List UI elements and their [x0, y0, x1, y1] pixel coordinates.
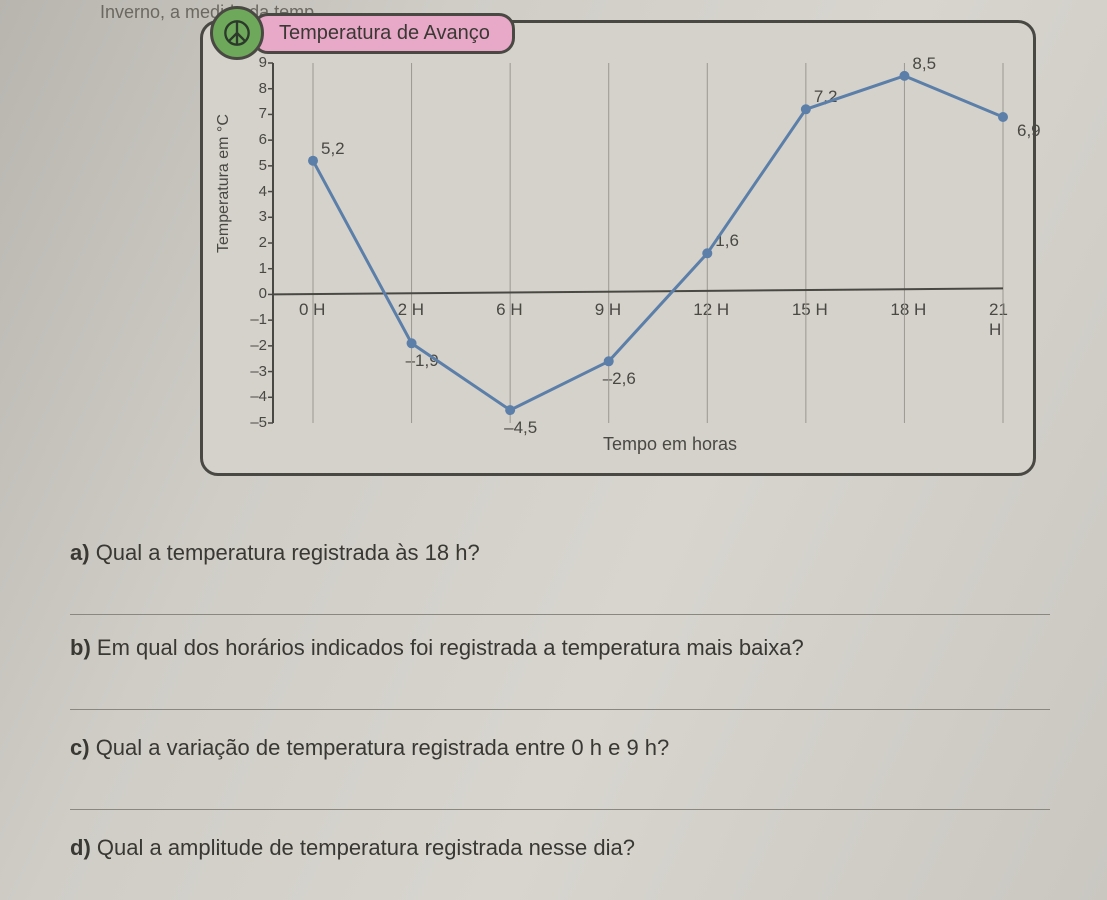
question-b-body: Em qual dos horários indicados foi regis… — [97, 635, 804, 660]
question-d-letter: d) — [70, 835, 91, 860]
chart-plot-area: Temperatura em °C Tempo em horas 9876543… — [243, 53, 1013, 453]
question-b-text: b) Em qual dos horários indicados foi re… — [70, 635, 1050, 661]
y-axis-label: Temperatura em °C — [215, 114, 233, 253]
answer-line — [70, 781, 1050, 810]
chart-container: Temperatura em °C Tempo em horas 9876543… — [200, 20, 1036, 476]
answer-line — [70, 681, 1050, 710]
page: Inverno, a medida da temp… Temperatura e… — [0, 0, 1107, 900]
question-d: d) Qual a amplitude de temperatura regis… — [70, 835, 1050, 871]
question-d-text: d) Qual a amplitude de temperatura regis… — [70, 835, 1050, 861]
question-c: c) Qual a variação de temperatura regist… — [70, 735, 1050, 810]
question-c-letter: c) — [70, 735, 90, 760]
chart-badge: Temperatura de Avanço — [210, 6, 515, 60]
question-a-letter: a) — [70, 540, 90, 565]
chart-svg — [243, 53, 1013, 453]
question-a-text: a) Qual a temperatura registrada às 18 h… — [70, 540, 1050, 566]
data-point-label: 6,9 — [1017, 121, 1041, 141]
question-a: a) Qual a temperatura registrada às 18 h… — [70, 540, 1050, 615]
answer-line — [70, 586, 1050, 615]
question-a-body: Qual a temperatura registrada às 18 h? — [96, 540, 480, 565]
peace-icon — [210, 6, 264, 60]
question-c-body: Qual a variação de temperatura registrad… — [96, 735, 670, 760]
chart-title: Temperatura de Avanço — [252, 13, 515, 54]
question-b: b) Em qual dos horários indicados foi re… — [70, 635, 1050, 710]
question-d-body: Qual a amplitude de temperatura registra… — [97, 835, 635, 860]
question-c-text: c) Qual a variação de temperatura regist… — [70, 735, 1050, 761]
question-b-letter: b) — [70, 635, 91, 660]
